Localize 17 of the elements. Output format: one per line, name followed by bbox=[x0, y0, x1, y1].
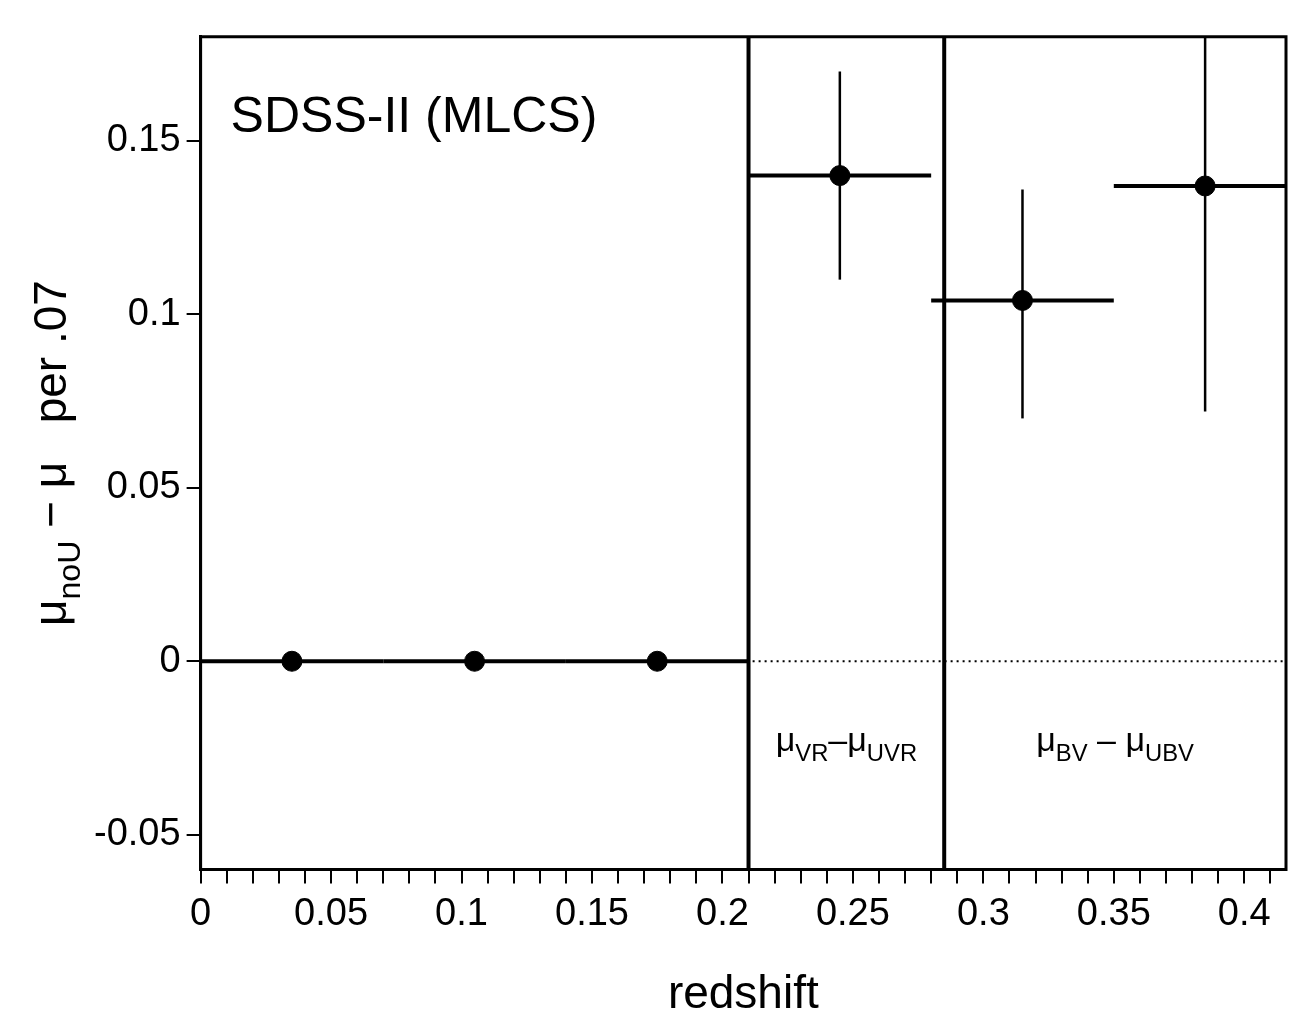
x-tick-label: 0.05 bbox=[294, 890, 369, 933]
y-axis-title: μnoU − μ per .07 bbox=[24, 280, 87, 627]
y-tick-label: 0.05 bbox=[106, 464, 181, 507]
x-tick-label: 0.4 bbox=[1217, 890, 1271, 933]
x-tick-label: 0.35 bbox=[1076, 890, 1151, 933]
annotation: SDSS-II (MLCS) bbox=[230, 86, 598, 143]
x-tick-label: 0.3 bbox=[956, 890, 1010, 933]
y-tick-label: 0.1 bbox=[127, 290, 181, 333]
x-tick-label: 0.1 bbox=[435, 890, 488, 933]
x-tick-label: 0.15 bbox=[554, 890, 629, 933]
x-axis-title: redshift bbox=[667, 966, 819, 1018]
y-tick-label: -0.05 bbox=[93, 811, 181, 854]
y-tick-label: 0.15 bbox=[106, 117, 181, 160]
x-tick-label: 0.25 bbox=[815, 890, 890, 933]
x-tick-label: 0 bbox=[190, 890, 212, 933]
y-tick-label: 0 bbox=[159, 637, 181, 680]
x-tick-label: 0.2 bbox=[696, 890, 749, 933]
